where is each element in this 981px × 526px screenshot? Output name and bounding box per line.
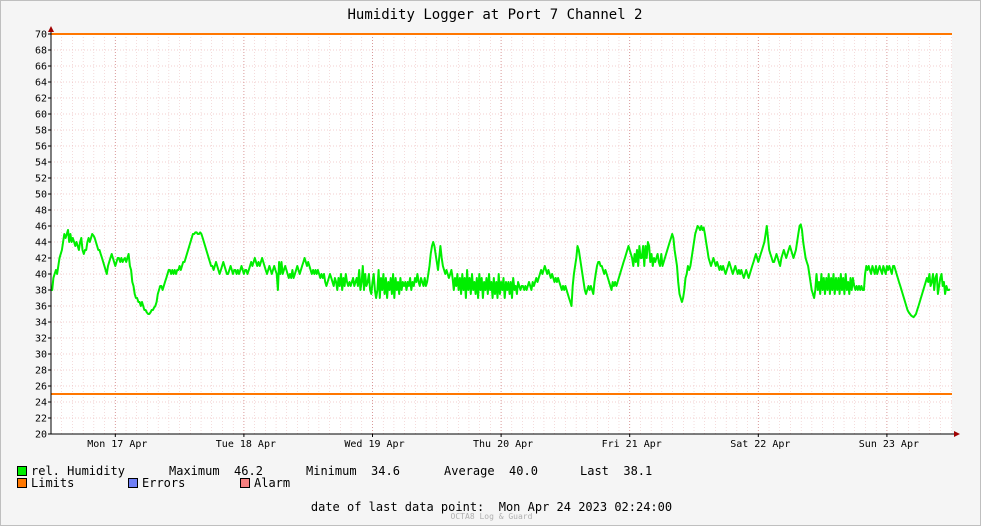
y-tick-label: 32 bbox=[35, 334, 47, 345]
y-tick-label: 64 bbox=[35, 78, 47, 89]
legend-series-label: rel. Humidity bbox=[31, 464, 125, 478]
stat-average-label: Average bbox=[444, 464, 495, 478]
grid bbox=[50, 33, 952, 435]
alarm-swatch bbox=[240, 478, 250, 488]
legend-alarm: Alarm bbox=[240, 476, 290, 490]
x-tick-labels: Mon 17 Apr Tue 18 Apr Wed 19 Apr Thu 20 Apr… bbox=[87, 439, 919, 450]
series-swatch bbox=[17, 466, 27, 476]
stat-last-value: 38.1 bbox=[623, 464, 653, 478]
axes bbox=[48, 26, 960, 437]
humidity-line bbox=[51, 223, 951, 319]
y-tick-label: 42 bbox=[35, 254, 47, 265]
y-tick-label: 56 bbox=[35, 142, 47, 153]
x-tick-label: Fri 21 Apr bbox=[602, 439, 662, 450]
y-tick-label: 30 bbox=[35, 350, 47, 361]
y-tick-label: 54 bbox=[35, 158, 47, 169]
y-tick-label: 20 bbox=[35, 430, 47, 441]
x-tick-label: Wed 19 Apr bbox=[344, 439, 404, 450]
stat-average-value: 40.0 bbox=[509, 464, 538, 478]
x-tick-label: Sun 23 Apr bbox=[859, 439, 919, 450]
series-lines bbox=[51, 223, 951, 319]
x-tick-label: Thu 20 Apr bbox=[473, 439, 533, 450]
y-tick-label: 28 bbox=[35, 366, 47, 377]
stat-minimum-label: Minimum bbox=[306, 464, 357, 478]
y-tick-label: 60 bbox=[35, 110, 47, 121]
x-tick-label: Mon 17 Apr bbox=[87, 439, 147, 450]
limits-swatch bbox=[17, 478, 27, 488]
y-tick-label: 34 bbox=[35, 318, 47, 329]
legend-errors-label: Errors bbox=[142, 476, 186, 490]
y-tick-label: 62 bbox=[35, 94, 47, 105]
stat-average: Average 40.0 bbox=[444, 464, 538, 478]
y-tick-label: 44 bbox=[35, 238, 47, 249]
y-tick-label: 50 bbox=[35, 190, 47, 201]
stat-maximum-value: 46.2 bbox=[234, 464, 263, 478]
legend-alarm-label: Alarm bbox=[254, 476, 291, 490]
stat-minimum-value: 34.6 bbox=[371, 464, 400, 478]
y-tick-label: 24 bbox=[35, 398, 47, 409]
y-tick-label: 58 bbox=[35, 126, 47, 137]
legend-series: rel. Humidity bbox=[17, 464, 125, 478]
y-tick-label: 68 bbox=[35, 46, 47, 57]
legend-limits: Limits bbox=[17, 476, 74, 490]
x-tick-label: Tue 18 Apr bbox=[216, 439, 276, 450]
x-axis-arrow bbox=[954, 431, 960, 437]
limit-lines bbox=[51, 33, 952, 395]
stat-last-label: Last bbox=[580, 464, 609, 478]
stat-last: Last 38.1 bbox=[580, 464, 652, 478]
y-tick-label: 46 bbox=[35, 222, 47, 233]
y-tick-label: 38 bbox=[35, 286, 47, 297]
y-axis-arrow bbox=[48, 26, 54, 32]
watermark: OCTA8 Log & Guard bbox=[450, 512, 533, 521]
y-tick-label: 36 bbox=[35, 302, 47, 313]
x-tick-label: Sat 22 Apr bbox=[730, 439, 790, 450]
stat-minimum: Minimum 34.6 bbox=[306, 464, 400, 478]
legend-limits-label: Limits bbox=[31, 476, 75, 490]
stat-maximum: Maximum 46.2 bbox=[169, 464, 263, 478]
humidity-chart: Humidity Logger at Port 7 Channel 2 20 22… bbox=[35, 7, 960, 450]
last-point-label: date of last data point: bbox=[310, 500, 485, 514]
y-tick-label: 52 bbox=[35, 174, 47, 185]
last-data-point: date of last data point: Mon Apr 24 2023… bbox=[1, 500, 981, 514]
y-tick-label: 66 bbox=[35, 62, 47, 73]
stat-maximum-label: Maximum bbox=[169, 464, 220, 478]
legend-errors: Errors bbox=[128, 476, 185, 490]
y-tick-label: 40 bbox=[35, 270, 47, 281]
y-tick-label: 26 bbox=[35, 382, 47, 393]
y-tick-labels: 20 22 24 26 28 30 32 34 36 38 40 42 44 46 48 50 52 54 56 58… bbox=[35, 30, 47, 441]
chart-title: Humidity Logger at Port 7 Channel 2 bbox=[347, 7, 642, 23]
last-point-value: Mon Apr 24 2023 02:24:00 bbox=[498, 500, 673, 514]
y-tick-label: 48 bbox=[35, 206, 47, 217]
y-tick-label: 22 bbox=[35, 414, 47, 425]
y-tick-label: 70 bbox=[35, 30, 47, 41]
errors-swatch bbox=[128, 478, 138, 488]
